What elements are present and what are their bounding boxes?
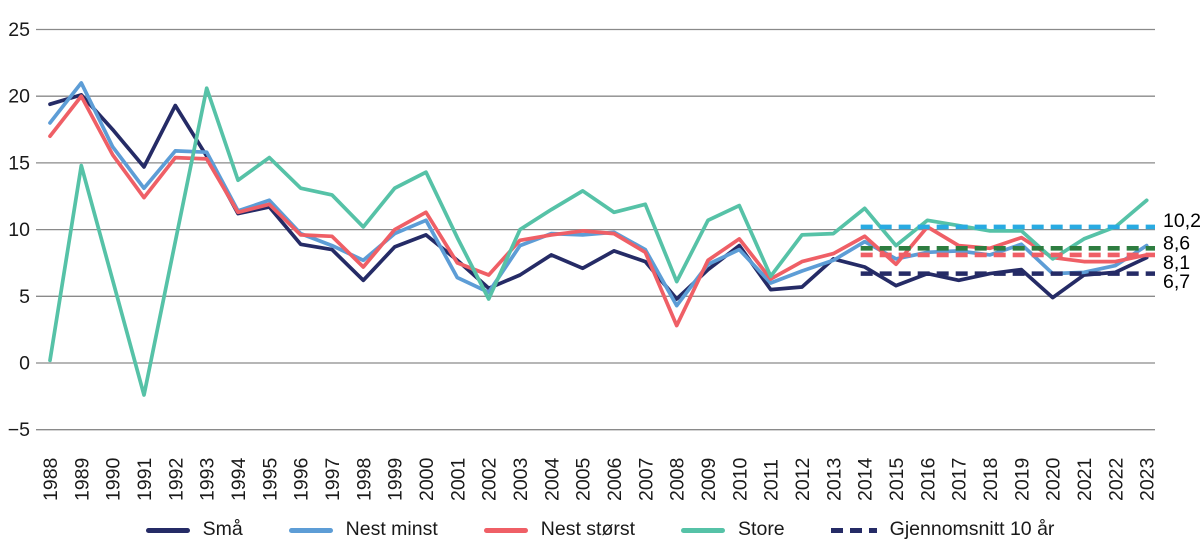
legend-swatch-nest-minst [288,527,333,533]
x-tick-label-2015: 2015 [886,457,908,501]
x-tick-label-2016: 2016 [917,458,939,501]
legend-swatch-store [681,527,726,533]
legend-swatch-sma [145,527,190,533]
x-tick-label-2022: 2022 [1105,458,1127,501]
x-tick-label-1990: 1990 [103,457,125,501]
x-tick-label-2002: 2002 [479,458,501,501]
x-tick-label-2003: 2003 [510,458,532,501]
y-tick-label: 10 [8,219,30,241]
average-value-label: 8,6 [1163,233,1190,255]
legend-swatch-nest-storst [483,527,528,533]
x-tick-label-1998: 1998 [353,458,375,501]
x-tick-label-2006: 2006 [604,458,626,501]
x-tick-label-1993: 1993 [197,458,219,501]
x-tick-label-2020: 2020 [1043,457,1065,501]
legend-item-nest-storst: Nest størst [483,518,636,541]
chart-legend: Små Nest minst Nest størst Store Gjennom… [0,507,1200,553]
legend-label-sma: Små [202,518,243,541]
y-tick-label: 0 [19,353,30,375]
average-value-label: 10,2 [1163,210,1200,232]
x-tick-label-1988: 1988 [40,458,62,501]
x-tick-label-1999: 1999 [385,458,407,501]
legend-label-store: Store [738,518,785,541]
y-tick-label: 5 [19,286,30,308]
x-tick-label-2018: 2018 [980,458,1002,501]
legend-label-gjennomsnitt: Gjennomsnitt 10 år [889,518,1055,541]
x-tick-label-1994: 1994 [228,457,250,501]
series-line-sm- [48,93,1149,301]
x-tick-label-2004: 2004 [541,457,563,501]
series-line-nest-st-rst [48,94,1149,328]
legend-item-nest-minst: Nest minst [288,518,438,541]
x-tick-label-2001: 2001 [447,458,469,501]
x-tick-label-2019: 2019 [1011,458,1033,501]
y-tick-label: 15 [8,152,30,174]
y-tick-label: −5 [8,419,30,441]
x-tick-label-2023: 2023 [1137,458,1159,501]
series-line-store [48,86,1149,397]
x-tick-label-2012: 2012 [792,458,814,501]
legend-item-store: Store [681,520,785,540]
average-value-label: 6,7 [1163,271,1190,293]
legend-label-nest-storst: Nest størst [540,518,636,541]
x-tick-label-2010: 2010 [729,457,751,501]
x-tick-label-1992: 1992 [165,458,187,501]
x-tick-label-2005: 2005 [573,457,595,501]
legend-label-nest-minst: Nest minst [345,518,438,541]
average-value-label: 8,1 [1163,252,1190,274]
legend-swatch-gjennomsnitt-dashed [830,527,877,533]
x-tick-label-2014: 2014 [855,457,877,501]
legend-item-gjennomsnitt: Gjennomsnitt 10 år [830,518,1055,541]
x-tick-label-2007: 2007 [635,458,657,501]
x-tick-label-2000: 2000 [416,457,438,501]
legend-item-sma: Små [145,518,243,541]
x-tick-label-1997: 1997 [322,458,344,501]
x-tick-label-1989: 1989 [71,458,93,501]
y-tick-label: 20 [8,86,30,108]
x-tick-label-2008: 2008 [667,458,689,501]
x-tick-label-1995: 1995 [259,457,281,501]
y-tick-label: 25 [8,19,30,41]
x-tick-label-2021: 2021 [1074,458,1096,501]
x-tick-label-2011: 2011 [761,459,783,501]
x-tick-label-1991: 1991 [134,458,156,501]
x-tick-label-2013: 2013 [823,458,845,501]
x-tick-label-2017: 2017 [949,458,971,501]
x-tick-label-1996: 1996 [291,458,313,501]
x-tick-label-2009: 2009 [698,458,720,501]
